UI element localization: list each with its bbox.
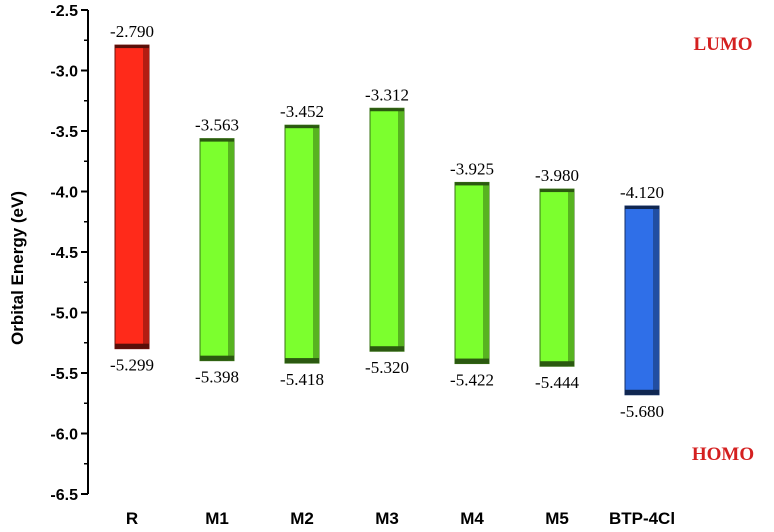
homo-value-label: -5.418 xyxy=(280,370,324,389)
bar-m3 xyxy=(369,107,405,352)
x-category-label: R xyxy=(126,509,138,528)
bar-bottom-edge xyxy=(455,358,489,364)
homo-value-label: -5.320 xyxy=(365,358,409,377)
lumo-value-label: -2.790 xyxy=(110,22,154,41)
y-tick-label: -5.0 xyxy=(50,306,78,323)
bar-top-edge xyxy=(540,189,574,193)
lumo-value-label: -4.120 xyxy=(620,183,664,202)
lumo-value-label: -3.980 xyxy=(535,166,579,185)
axes: -2.5 -3.0 -3.5 -4.0 -4.5 -5.0 -5.5 -6.0 -6.5 xyxy=(50,3,89,504)
bar-bottom-edge xyxy=(200,355,234,361)
y-tick-label: -4.5 xyxy=(50,245,78,262)
bar-bottom-edge xyxy=(115,343,149,349)
x-category-label: BTP-4Cl xyxy=(609,509,675,528)
y-axis-label: Orbital Energy (eV) xyxy=(8,191,27,345)
bar-btp-4cl xyxy=(624,205,660,396)
bar-top-edge xyxy=(625,206,659,210)
bar-bottom-edge xyxy=(370,346,404,352)
lumo-value-label: -3.452 xyxy=(280,102,324,121)
lumo-value-label: -3.312 xyxy=(365,85,409,104)
lumo-annotation: LUMO xyxy=(693,34,752,55)
bar-shade xyxy=(653,206,659,395)
bar-shade xyxy=(398,108,404,352)
bar-m2 xyxy=(284,124,320,364)
labels-group: -2.790 -5.299 R -3.563 -5.398 M1 -3.452 -5.418 M… xyxy=(110,22,675,528)
y-tick-label: -6.0 xyxy=(50,427,78,444)
y-tick-label: -3.0 xyxy=(50,64,78,81)
bar-top-edge xyxy=(115,45,149,49)
bar-shade xyxy=(568,189,574,367)
y-tick-label: -4.0 xyxy=(50,185,78,202)
homo-value-label: -5.398 xyxy=(195,368,239,387)
x-category-label: M4 xyxy=(460,509,484,528)
bar-shade xyxy=(313,125,319,364)
bar-shade xyxy=(228,138,234,361)
bars-group xyxy=(114,44,660,396)
bar-shade xyxy=(143,45,149,349)
y-tick-label: -5.5 xyxy=(50,366,78,383)
bar-shade xyxy=(483,182,489,364)
bar-r xyxy=(114,44,150,350)
bar-m1 xyxy=(199,138,235,362)
bar-bottom-edge xyxy=(625,389,659,395)
bar-bottom-edge xyxy=(285,358,319,364)
bar-m4 xyxy=(454,181,490,365)
homo-value-label: -5.444 xyxy=(535,373,579,392)
lumo-value-label: -3.925 xyxy=(450,159,494,178)
x-category-label: M5 xyxy=(545,509,569,528)
homo-annotation: HOMO xyxy=(692,444,754,465)
x-category-label: M2 xyxy=(290,509,314,528)
homo-value-label: -5.680 xyxy=(620,402,664,421)
x-category-label: M3 xyxy=(375,509,399,528)
bar-top-edge xyxy=(285,125,319,129)
bar-top-edge xyxy=(455,182,489,186)
bar-m5 xyxy=(539,188,575,367)
lumo-value-label: -3.563 xyxy=(195,116,239,135)
bar-top-edge xyxy=(200,138,234,142)
y-tick-label: -2.5 xyxy=(50,3,78,20)
bar-top-edge xyxy=(370,108,404,112)
bar-bottom-edge xyxy=(540,361,574,367)
y-tick-label: -6.5 xyxy=(50,487,78,504)
y-tick-label: -3.5 xyxy=(50,124,78,141)
x-category-label: M1 xyxy=(205,509,229,528)
homo-value-label: -5.422 xyxy=(450,371,494,390)
homo-value-label: -5.299 xyxy=(110,356,154,375)
